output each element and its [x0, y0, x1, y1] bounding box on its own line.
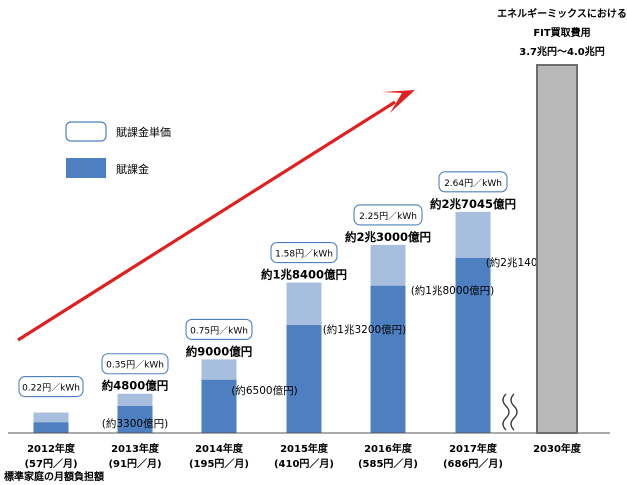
monthly-burden-label: (410円／月) — [274, 457, 334, 470]
unit-price-label: 0.75円／kWh — [190, 325, 248, 336]
target-2030-title-line1: エネルギーミックスにおける — [497, 7, 627, 20]
category-label: 2014年度 — [195, 442, 244, 455]
unit-price-label: 1.58円／kWh — [275, 249, 333, 260]
growth-arrow-line — [17, 100, 396, 342]
legend-levy-swatch — [66, 158, 106, 178]
bar-levy-2017 — [455, 257, 491, 433]
total-value-label: 約1兆8400億円 — [261, 268, 347, 282]
growth-arrow — [17, 90, 415, 342]
unit-price-box — [185, 318, 253, 340]
unit-price-box — [101, 353, 169, 375]
unit-price-label: 0.35円／kWh — [106, 360, 164, 371]
bar-levy-2015 — [286, 325, 322, 433]
total-value-label: 約4800億円 — [102, 379, 169, 393]
unit-price-box — [438, 171, 508, 193]
growth-arrow-head — [382, 90, 415, 113]
monthly-burden-label: (57円／月) — [24, 457, 77, 470]
levy-value-label: (約1兆3200億円) — [323, 323, 407, 336]
unit-price-label: 2.25円／kWh — [359, 211, 417, 222]
monthly-burden-label: (195円／月) — [189, 457, 249, 470]
target-2030-bar — [536, 64, 578, 434]
monthly-burden-label: (91円／月) — [108, 457, 161, 470]
category-label: 2015年度 — [280, 442, 329, 455]
category-label: 2012年度 — [27, 442, 76, 455]
bar-group — [33, 211, 491, 433]
label-group: 2012年度 (57円／月) 0.22円／kWh 2013年度 (91円／月) 約4800… — [18, 171, 569, 470]
target-2030-category: 2030年度 — [533, 442, 582, 455]
levy-value-label: (約3300億円) — [102, 417, 168, 430]
levy-value-label: (約6500億円) — [231, 384, 297, 397]
monthly-burden-label: (585円／月) — [358, 457, 418, 470]
total-value-label: 約2兆7045億円 — [430, 197, 516, 211]
category-label: 2017年度 — [449, 442, 498, 455]
total-value-label: 約9000億円 — [186, 344, 253, 358]
bar-levy-2013 — [117, 406, 153, 433]
target-2030-title-line2: FIT買取費用 — [533, 26, 590, 39]
legend: 賦課金単価 賦課金 — [65, 121, 171, 178]
legend-unit-price-label: 賦課金単価 — [116, 125, 171, 139]
target-2030: エネルギーミックスにおける FIT買取費用 3.7兆円～4.0兆円 2030年度 — [497, 7, 627, 455]
category-label: 2013年度 — [111, 442, 160, 455]
total-value-label: 約2兆3000億円 — [345, 230, 431, 244]
axis-break-mark — [502, 393, 518, 431]
unit-price-box — [353, 204, 423, 226]
unit-price-label: 2.64円／kWh — [444, 178, 502, 189]
monthly-burden-label: (686円／月) — [443, 457, 503, 470]
unit-price-box — [18, 376, 84, 398]
target-2030-title-line3: 3.7兆円～4.0兆円 — [519, 45, 604, 58]
legend-unit-price-swatch — [65, 121, 107, 142]
bar-levy-2014 — [201, 379, 237, 433]
unit-price-label: 0.22円／kWh — [22, 383, 80, 394]
category-label: 2016年度 — [364, 442, 413, 455]
bar-levy-2016 — [370, 285, 406, 433]
bar-levy-2012 — [33, 422, 69, 433]
footer-label: 標準家庭の月額負担額 — [4, 470, 104, 483]
unit-price-box — [270, 241, 338, 264]
legend-levy-label: 賦課金 — [116, 162, 149, 176]
levy-value-label: (約1兆8000億円) — [411, 284, 495, 297]
